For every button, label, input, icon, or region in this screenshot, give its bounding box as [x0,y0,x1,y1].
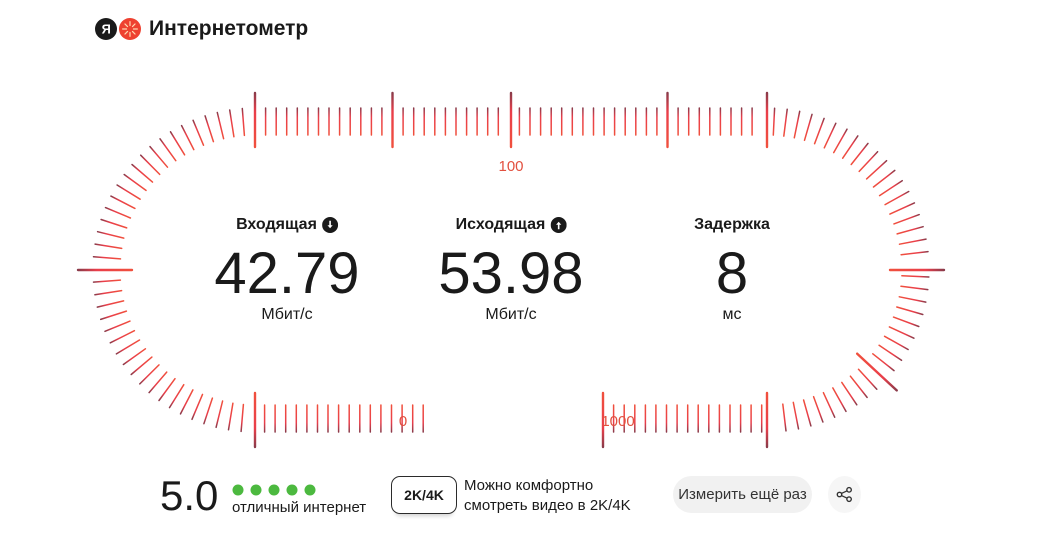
svg-text:Я: Я [102,22,111,37]
